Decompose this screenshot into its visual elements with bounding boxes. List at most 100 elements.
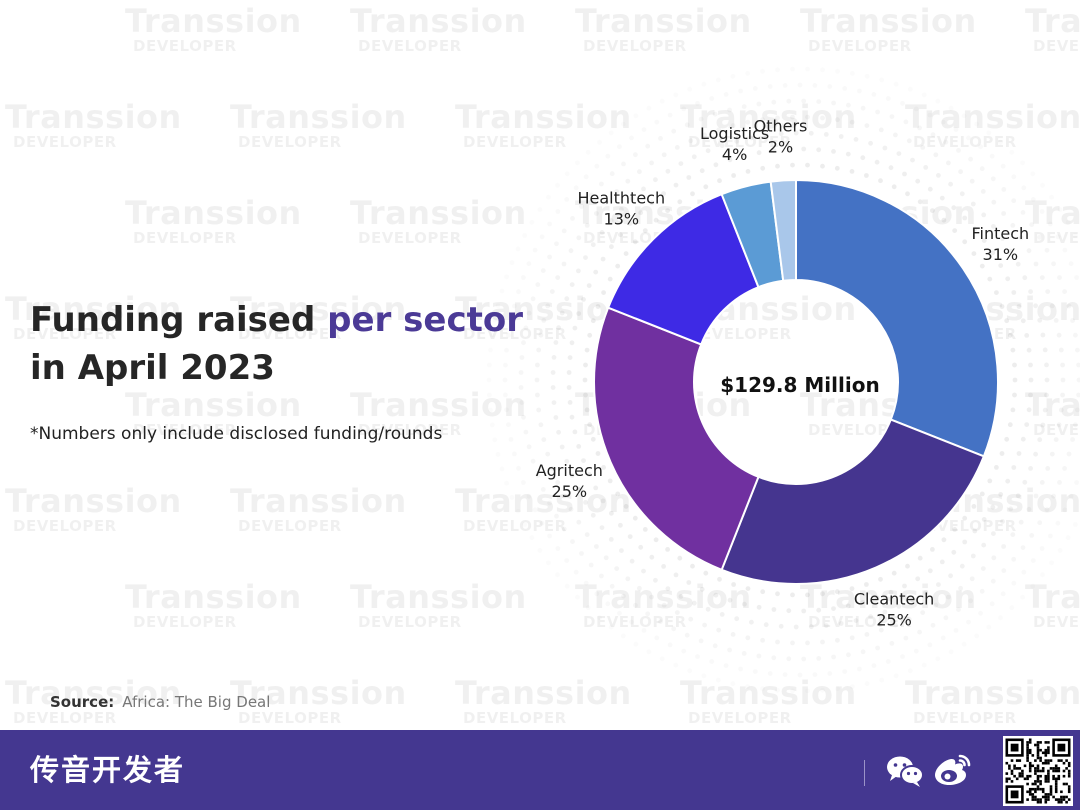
watermark-line2: DEVELOPER bbox=[238, 133, 342, 151]
decor-dot bbox=[956, 607, 961, 612]
slice-label-logistics: Logistics bbox=[700, 124, 769, 143]
decor-dot bbox=[775, 115, 780, 121]
decor-dot bbox=[936, 582, 941, 587]
qr-module bbox=[1023, 764, 1027, 768]
title-accent: per sector bbox=[327, 300, 523, 340]
decor-dot bbox=[569, 414, 575, 420]
decor-dot bbox=[756, 653, 762, 659]
decor-dot bbox=[540, 268, 546, 273]
decor-dot bbox=[1011, 174, 1017, 180]
decor-dot bbox=[667, 112, 673, 118]
decor-dot bbox=[979, 263, 985, 269]
decor-dot bbox=[820, 639, 825, 645]
decor-dot bbox=[521, 340, 526, 346]
decor-dot bbox=[1062, 466, 1067, 471]
decor-dot bbox=[608, 537, 614, 542]
qr-module bbox=[1036, 787, 1040, 791]
qr-module bbox=[1005, 772, 1009, 775]
decor-dot bbox=[712, 111, 718, 117]
decor-dot bbox=[569, 340, 575, 346]
decor-dot bbox=[559, 444, 565, 450]
decor-dot bbox=[588, 192, 594, 198]
decor-dot bbox=[893, 622, 898, 628]
qr-module bbox=[1060, 790, 1063, 794]
decor-dot bbox=[1033, 493, 1039, 499]
decor-dot bbox=[959, 563, 965, 569]
decor-dot bbox=[797, 82, 803, 88]
decor-dot bbox=[1001, 568, 1007, 573]
qr-module bbox=[1041, 769, 1045, 773]
qr-module bbox=[1026, 798, 1029, 801]
decor-dot bbox=[763, 132, 769, 138]
donut-slices bbox=[593, 178, 999, 585]
slice-label-cleantech: Cleantech bbox=[854, 590, 934, 609]
decor-dot bbox=[1018, 519, 1024, 525]
decor-dot bbox=[875, 109, 880, 115]
decor-dot bbox=[790, 162, 795, 168]
qr-module bbox=[1054, 785, 1058, 788]
qr-module bbox=[1028, 767, 1032, 770]
decor-dot bbox=[782, 672, 788, 677]
decor-dot bbox=[583, 500, 588, 505]
decor-dot bbox=[570, 216, 575, 221]
decor-dot bbox=[760, 165, 766, 171]
decor-dot bbox=[709, 659, 715, 664]
weibo-icon[interactable] bbox=[934, 754, 972, 788]
decor-dot bbox=[903, 635, 909, 641]
watermark-line2: DEVELOPER bbox=[13, 133, 117, 151]
decor-dot bbox=[979, 588, 985, 594]
decor-dot bbox=[550, 370, 556, 375]
decor-dot bbox=[868, 140, 873, 146]
decor-dot bbox=[583, 174, 589, 180]
decor-dot bbox=[846, 102, 851, 108]
decor-dot bbox=[752, 86, 758, 91]
decor-dot bbox=[587, 422, 593, 428]
decor-dot bbox=[506, 332, 511, 338]
decor-dot bbox=[1045, 289, 1051, 294]
decor-dot bbox=[1053, 318, 1059, 323]
decor-dot bbox=[979, 166, 985, 172]
decor-dot bbox=[786, 608, 792, 614]
decor-dot bbox=[920, 145, 926, 150]
watermark-line1: Transsion bbox=[455, 98, 632, 136]
qr-module bbox=[1049, 759, 1053, 762]
decor-dot bbox=[805, 592, 810, 598]
qr-module bbox=[1057, 767, 1061, 770]
decor-dot bbox=[594, 591, 600, 597]
qr-module bbox=[1010, 769, 1014, 773]
decor-dot bbox=[981, 517, 987, 522]
wechat-icon[interactable] bbox=[886, 754, 924, 788]
decor-dot bbox=[641, 568, 646, 574]
watermark-line1: Transsion bbox=[800, 578, 977, 616]
decor-dot bbox=[951, 549, 957, 555]
decor-dot bbox=[987, 276, 993, 282]
watermark-line1: Transsion bbox=[5, 674, 182, 712]
decor-dot bbox=[605, 153, 611, 159]
decor-dot bbox=[845, 151, 851, 157]
decor-dot bbox=[835, 117, 840, 123]
decor-dot bbox=[927, 642, 933, 648]
decor-dot bbox=[727, 647, 732, 653]
decor-dot bbox=[917, 629, 922, 635]
decor-dot bbox=[1056, 422, 1062, 428]
decor-dot bbox=[539, 234, 545, 240]
watermark-line2: DEVELOPER bbox=[238, 517, 342, 535]
decor-dot bbox=[731, 173, 736, 178]
qr-module bbox=[1036, 754, 1040, 757]
decor-dot bbox=[1062, 289, 1067, 294]
qr-code-icon[interactable] bbox=[1003, 736, 1073, 806]
decor-dot bbox=[834, 589, 840, 595]
decor-dot bbox=[900, 101, 905, 106]
decor-dot bbox=[681, 648, 687, 654]
decor-dot bbox=[617, 610, 622, 616]
decor-dot bbox=[756, 604, 762, 610]
decor-dot bbox=[889, 641, 895, 646]
decor-dot bbox=[941, 537, 947, 543]
decor-dot bbox=[595, 304, 601, 309]
qr-module bbox=[1031, 782, 1035, 786]
slice-others bbox=[769, 178, 797, 282]
decor-dot bbox=[512, 303, 517, 309]
decor-dot bbox=[946, 160, 951, 166]
